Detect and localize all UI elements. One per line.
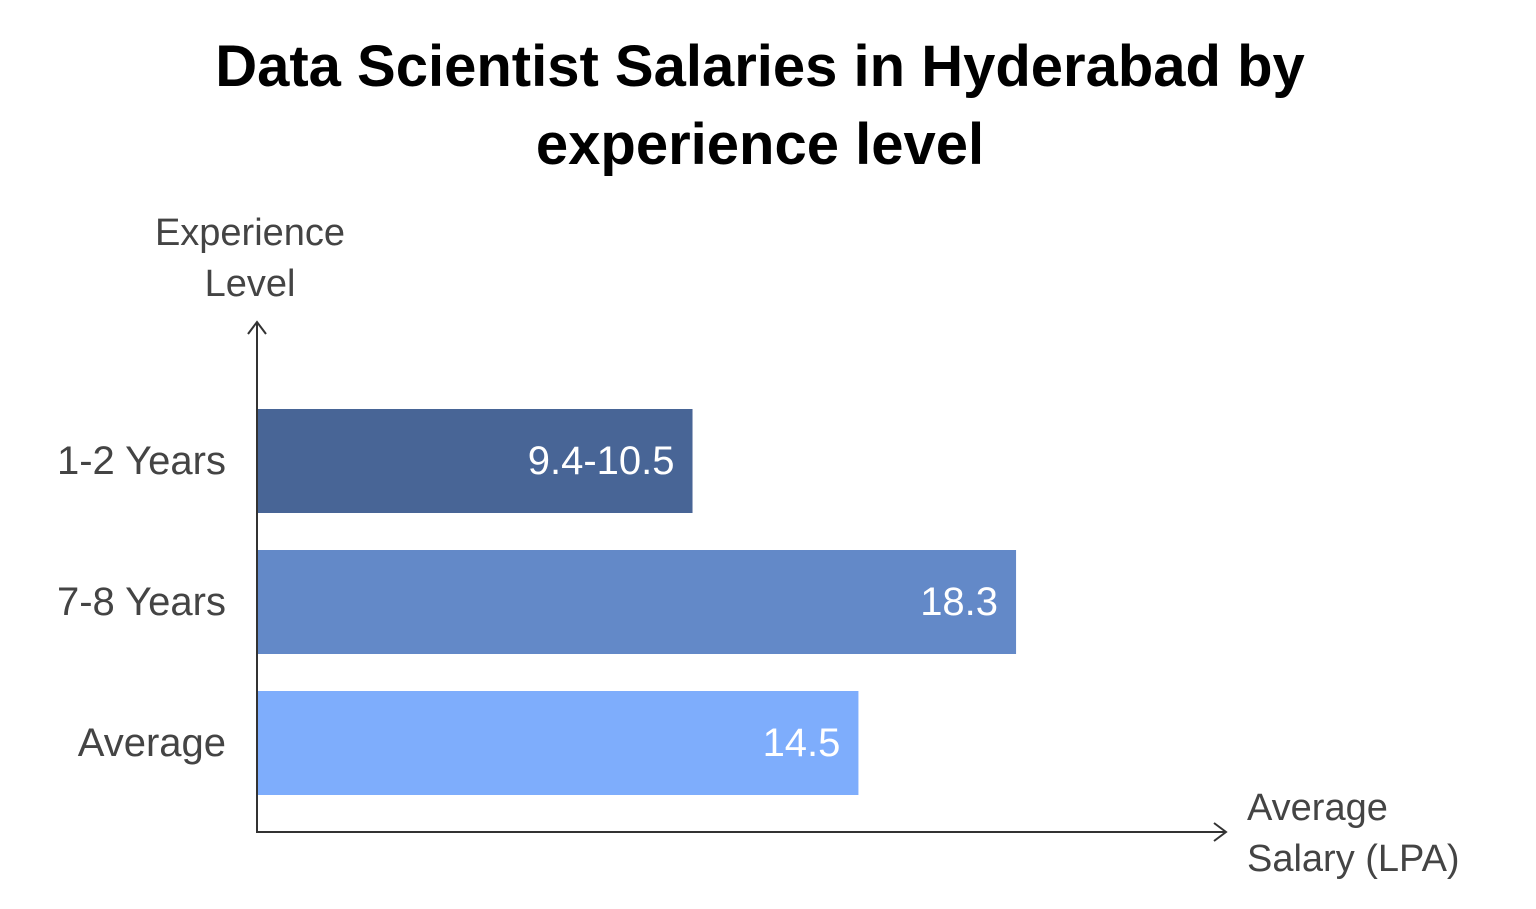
bar-average [257, 691, 859, 795]
y-axis-title: Experience Level [155, 212, 345, 305]
x-axis-title-line-1: Average [1247, 787, 1388, 829]
chart-title-line-2: experience level [535, 112, 985, 177]
bars-layer [257, 409, 1017, 795]
y-axis-title-line-2: Level [205, 263, 296, 305]
y-axis [247, 320, 267, 832]
x-axis-title-line-2: Salary (LPA) [1247, 838, 1460, 880]
category-label-1-2-years: 1-2 Years [57, 439, 226, 483]
data-label-7-8-years: 18.3 [920, 580, 998, 624]
x-axis [256, 822, 1228, 842]
chart-title: Data Scientist Salaries in Hyderabad by … [0, 28, 1520, 184]
bar-7-8-years [257, 550, 1017, 654]
y-axis-title-line-1: Experience [155, 212, 345, 254]
bar-1-2-years [257, 409, 693, 513]
category-label-7-8-years: 7-8 Years [57, 580, 226, 624]
data-label-1-2-years: 9.4-10.5 [528, 439, 675, 483]
y-axis-arrow-icon [247, 320, 267, 335]
category-labels-layer: 1-2 Years 7-8 Years Average [57, 439, 226, 765]
data-labels-layer: 9.4-10.5 18.3 14.5 [528, 439, 998, 765]
x-axis-arrow-icon [1213, 822, 1228, 842]
data-label-average: 14.5 [763, 721, 841, 765]
x-axis-title: Average Salary (LPA) [1247, 787, 1460, 880]
chart-title-line-1: Data Scientist Salaries in Hyderabad by [215, 34, 1305, 99]
category-label-average: Average [78, 721, 226, 765]
